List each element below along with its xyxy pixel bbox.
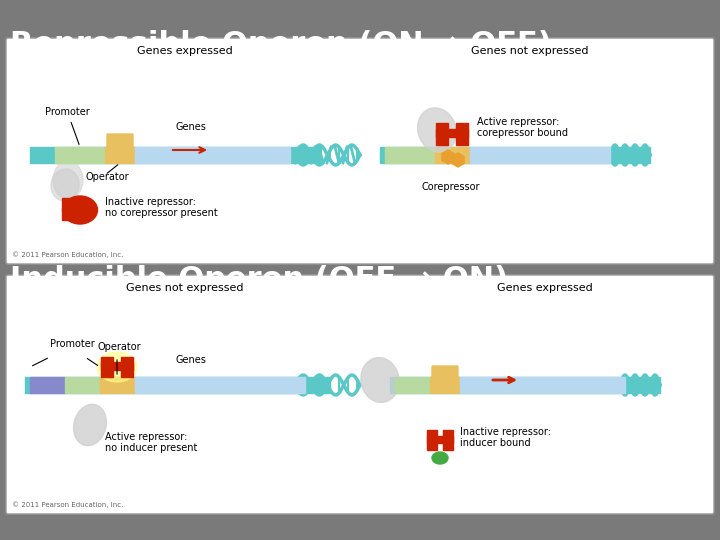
Text: corepressor bound: corepressor bound (477, 128, 568, 138)
Text: Genes expressed: Genes expressed (137, 46, 233, 56)
FancyBboxPatch shape (6, 38, 714, 264)
Ellipse shape (361, 357, 399, 402)
Bar (427, 430, 437, 450)
Text: Operator: Operator (98, 342, 142, 352)
Bar (436, 129, 468, 137)
Text: Repressible Operon (ON → OFF): Repressible Operon (ON → OFF) (10, 30, 552, 59)
Ellipse shape (97, 352, 137, 382)
Bar (100, 377, 135, 393)
Text: Inducible Operon (OFF → ON): Inducible Operon (OFF → ON) (10, 265, 508, 294)
FancyBboxPatch shape (107, 134, 133, 148)
Bar (135, 377, 305, 393)
Bar (78, 198, 88, 220)
Bar (456, 123, 468, 145)
Bar (395, 377, 430, 393)
Text: Promoter: Promoter (45, 107, 90, 144)
Text: Inactive repressor:: Inactive repressor: (460, 427, 551, 437)
Bar (470, 147, 610, 163)
Text: Genes: Genes (175, 122, 206, 132)
Text: © 2011 Pearson Education, Inc.: © 2011 Pearson Education, Inc. (12, 251, 123, 258)
Bar (30, 377, 65, 393)
Bar (390, 377, 660, 393)
Text: Genes not expressed: Genes not expressed (472, 46, 589, 56)
Bar (30, 147, 320, 163)
Ellipse shape (418, 108, 456, 152)
Bar (435, 147, 470, 163)
Bar (55, 147, 105, 163)
Bar (385, 147, 435, 163)
Bar (443, 430, 453, 450)
Text: Active repressor:: Active repressor: (105, 432, 187, 442)
Text: inducer bound: inducer bound (460, 438, 531, 448)
Bar (135, 147, 290, 163)
Ellipse shape (73, 404, 107, 445)
Bar (460, 377, 625, 393)
Bar (121, 357, 133, 377)
Text: no corepressor present: no corepressor present (105, 208, 217, 218)
Bar (101, 357, 113, 377)
Text: Genes not expressed: Genes not expressed (126, 283, 244, 293)
Ellipse shape (63, 196, 97, 224)
FancyBboxPatch shape (6, 275, 714, 514)
Bar (430, 377, 460, 393)
Bar (62, 198, 72, 220)
Text: Active repressor:: Active repressor: (477, 117, 559, 127)
Bar (105, 147, 135, 163)
Ellipse shape (53, 161, 83, 199)
FancyBboxPatch shape (432, 366, 458, 378)
Bar (70, 206, 92, 212)
Bar (380, 147, 650, 163)
Bar (65, 377, 100, 393)
Ellipse shape (51, 169, 79, 201)
Bar (436, 123, 448, 145)
Ellipse shape (432, 452, 448, 464)
Text: Operator: Operator (85, 172, 129, 182)
Text: Corepressor: Corepressor (422, 182, 480, 192)
Text: Genes expressed: Genes expressed (497, 283, 593, 293)
Text: Inactive repressor:: Inactive repressor: (105, 197, 196, 207)
Text: no inducer present: no inducer present (105, 443, 197, 453)
Bar (427, 436, 453, 443)
Text: © 2011 Pearson Education, Inc.: © 2011 Pearson Education, Inc. (12, 501, 123, 508)
Bar (101, 362, 133, 370)
Text: Promoter: Promoter (50, 339, 95, 349)
Bar (25, 377, 330, 393)
Text: Genes: Genes (175, 355, 206, 365)
